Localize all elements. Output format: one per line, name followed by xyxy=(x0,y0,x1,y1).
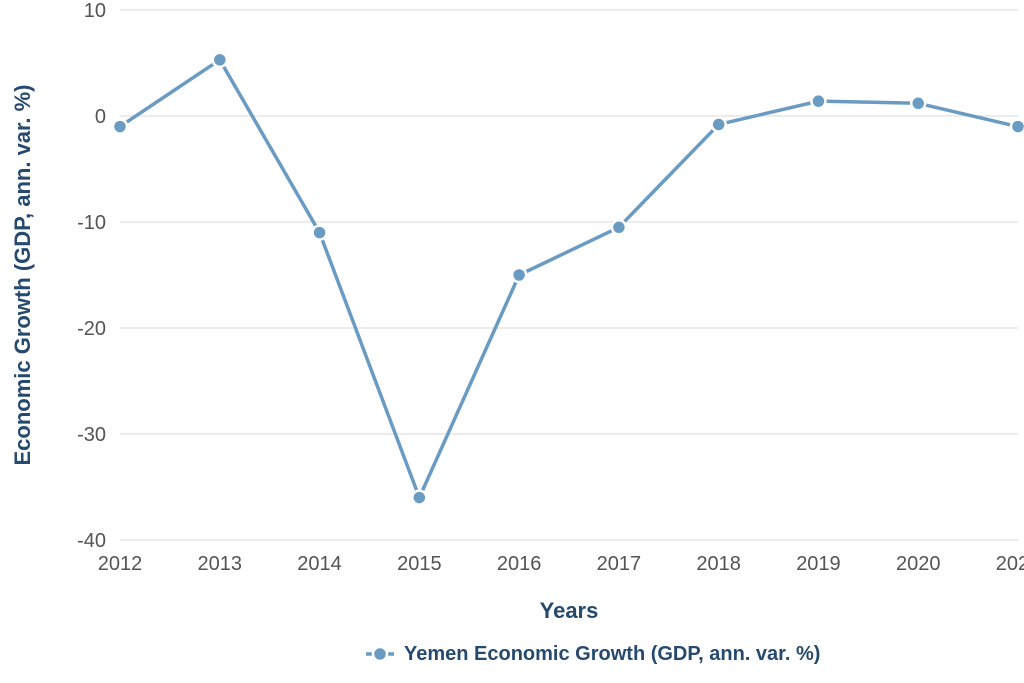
y-tick-label: -20 xyxy=(77,318,106,340)
series-point xyxy=(1011,120,1024,134)
x-tick-label: 2018 xyxy=(696,553,741,575)
x-tick-label: 2012 xyxy=(98,553,143,575)
series-line xyxy=(120,60,1018,498)
x-axis-title: Years xyxy=(540,598,599,623)
y-tick-label: 10 xyxy=(84,0,106,22)
series-point xyxy=(612,220,626,234)
series-point xyxy=(113,120,127,134)
x-tick-label: 2019 xyxy=(796,553,841,575)
y-tick-label: -10 xyxy=(77,212,106,234)
x-tick-label: 2020 xyxy=(896,553,941,575)
chart-svg: -40 -30 -20 -10 0 10 2012 2013 2014 2015 2016 2017 2… xyxy=(0,0,1024,683)
series-point xyxy=(313,226,327,240)
x-tick-label: 2016 xyxy=(497,553,542,575)
y-tick-label: -40 xyxy=(77,530,106,552)
series-point xyxy=(712,117,726,131)
series-point xyxy=(911,96,925,110)
x-tick-label: 2014 xyxy=(297,553,342,575)
x-tick-label: 2013 xyxy=(198,553,243,575)
x-tick-label: 2015 xyxy=(397,553,442,575)
x-tick-label: 2017 xyxy=(597,553,642,575)
series-point xyxy=(512,268,526,282)
legend-swatch-point xyxy=(373,647,387,661)
y-tick-label: -30 xyxy=(77,424,106,446)
series-point xyxy=(811,94,825,108)
gdp-line-chart: -40 -30 -20 -10 0 10 2012 2013 2014 2015 2016 2017 2… xyxy=(0,0,1024,683)
series-point xyxy=(213,53,227,67)
y-tick-label: 0 xyxy=(95,106,106,128)
y-axis-title: Economic Growth (GDP, ann. var. %) xyxy=(10,84,35,465)
legend-label: Yemen Economic Growth (GDP, ann. var. %) xyxy=(404,643,820,665)
x-tick-label: 2021 xyxy=(996,553,1024,575)
series-point xyxy=(412,491,426,505)
